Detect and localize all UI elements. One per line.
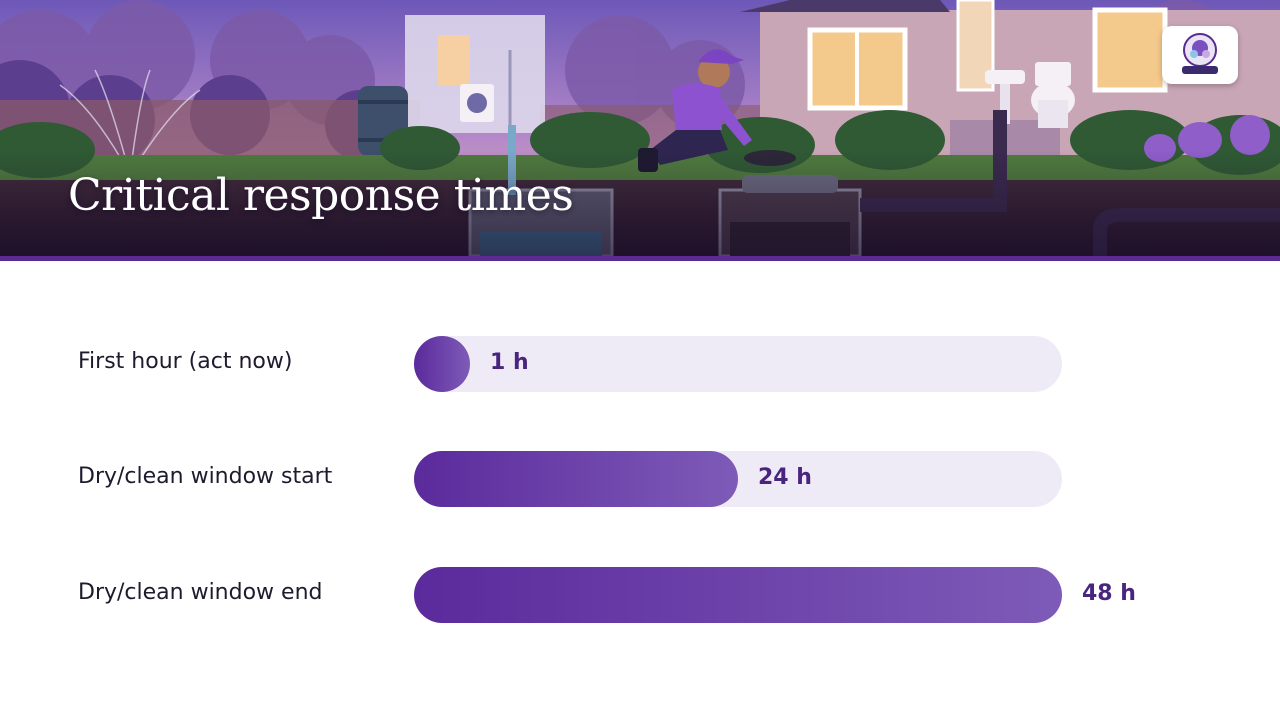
- bar-track-first-hour: [414, 336, 1062, 392]
- bar-row-window-start: Dry/clean window start 24 h: [0, 451, 1280, 507]
- logo-emblem-icon: [1182, 33, 1218, 74]
- bar-first-hour: [414, 336, 470, 392]
- bar-window-end: [414, 567, 1062, 623]
- bar-window-start: [414, 451, 738, 507]
- bar-row-first-hour: First hour (act now) 1 h: [0, 336, 1280, 392]
- category-label-window-start: Dry/clean window start: [78, 464, 333, 489]
- slide-title: Critical response times: [68, 170, 574, 221]
- value-label-window-start: 24 h: [758, 465, 812, 490]
- category-label-first-hour: First hour (act now): [78, 349, 293, 374]
- category-label-window-end: Dry/clean window end: [78, 580, 323, 605]
- bar-track-window-start: [414, 451, 1062, 507]
- company-logo: [1162, 26, 1238, 84]
- response-times-chart: First hour (act now) 1 h Dry/clean windo…: [0, 300, 1280, 660]
- accent-divider: [0, 256, 1280, 261]
- value-label-window-end: 48 h: [1082, 581, 1136, 606]
- bar-row-window-end: Dry/clean window end 48 h: [0, 567, 1280, 623]
- value-label-first-hour: 1 h: [490, 350, 529, 375]
- hero-banner: Critical response times: [0, 0, 1280, 256]
- bar-track-window-end: [414, 567, 1062, 623]
